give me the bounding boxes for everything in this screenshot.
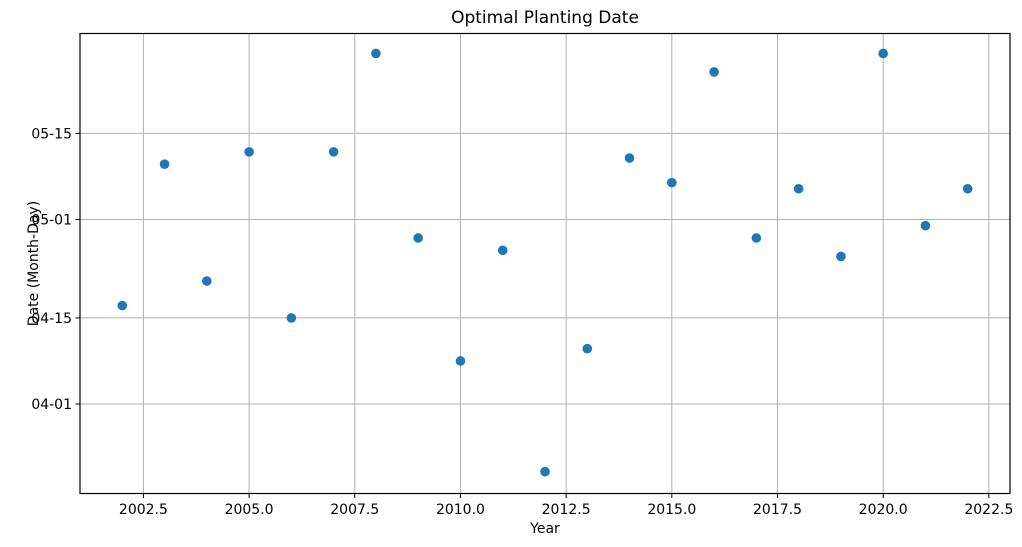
data-point xyxy=(878,48,888,59)
data-point xyxy=(371,48,381,59)
data-point xyxy=(159,159,170,169)
y-tick-label: 04-01 xyxy=(31,397,72,413)
x-tick-label: 2020.0 xyxy=(859,502,908,518)
data-point xyxy=(117,300,128,311)
data-point xyxy=(540,466,550,477)
data-point xyxy=(202,276,212,286)
x-tick-label: 2017.5 xyxy=(753,502,802,518)
x-tick-label: 2015.0 xyxy=(647,502,696,518)
data-point xyxy=(793,183,804,194)
plot-frame xyxy=(79,32,1011,495)
data-point xyxy=(582,343,593,354)
data-point xyxy=(920,220,931,231)
data-point xyxy=(497,245,508,256)
y-tick-label: 05-15 xyxy=(31,126,72,142)
y-tick-label: 05-01 xyxy=(31,213,72,229)
data-point xyxy=(962,183,973,194)
data-point xyxy=(836,251,846,262)
x-tick-label: 2010.0 xyxy=(436,502,485,518)
data-point xyxy=(244,147,254,157)
y-axis-label: Date (Month-Day) xyxy=(26,201,42,326)
data-point xyxy=(709,67,719,77)
y-tick-label: 04-15 xyxy=(31,311,72,327)
data-point xyxy=(455,356,466,366)
x-tick-label: 2002.5 xyxy=(119,502,168,518)
x-tick-label: 2012.5 xyxy=(542,502,591,518)
x-tick-label: 2022.5 xyxy=(964,502,1013,518)
data-point xyxy=(667,177,677,188)
data-point xyxy=(286,313,297,323)
data-point xyxy=(624,153,635,163)
x-tick-label: 2005.0 xyxy=(225,502,274,518)
x-axis-label: Year xyxy=(529,521,560,537)
data-point xyxy=(413,233,423,243)
data-point xyxy=(751,233,762,243)
chart-title: Optimal Planting Date xyxy=(451,8,639,28)
x-tick-label: 2007.5 xyxy=(330,502,379,518)
data-point xyxy=(328,147,339,157)
